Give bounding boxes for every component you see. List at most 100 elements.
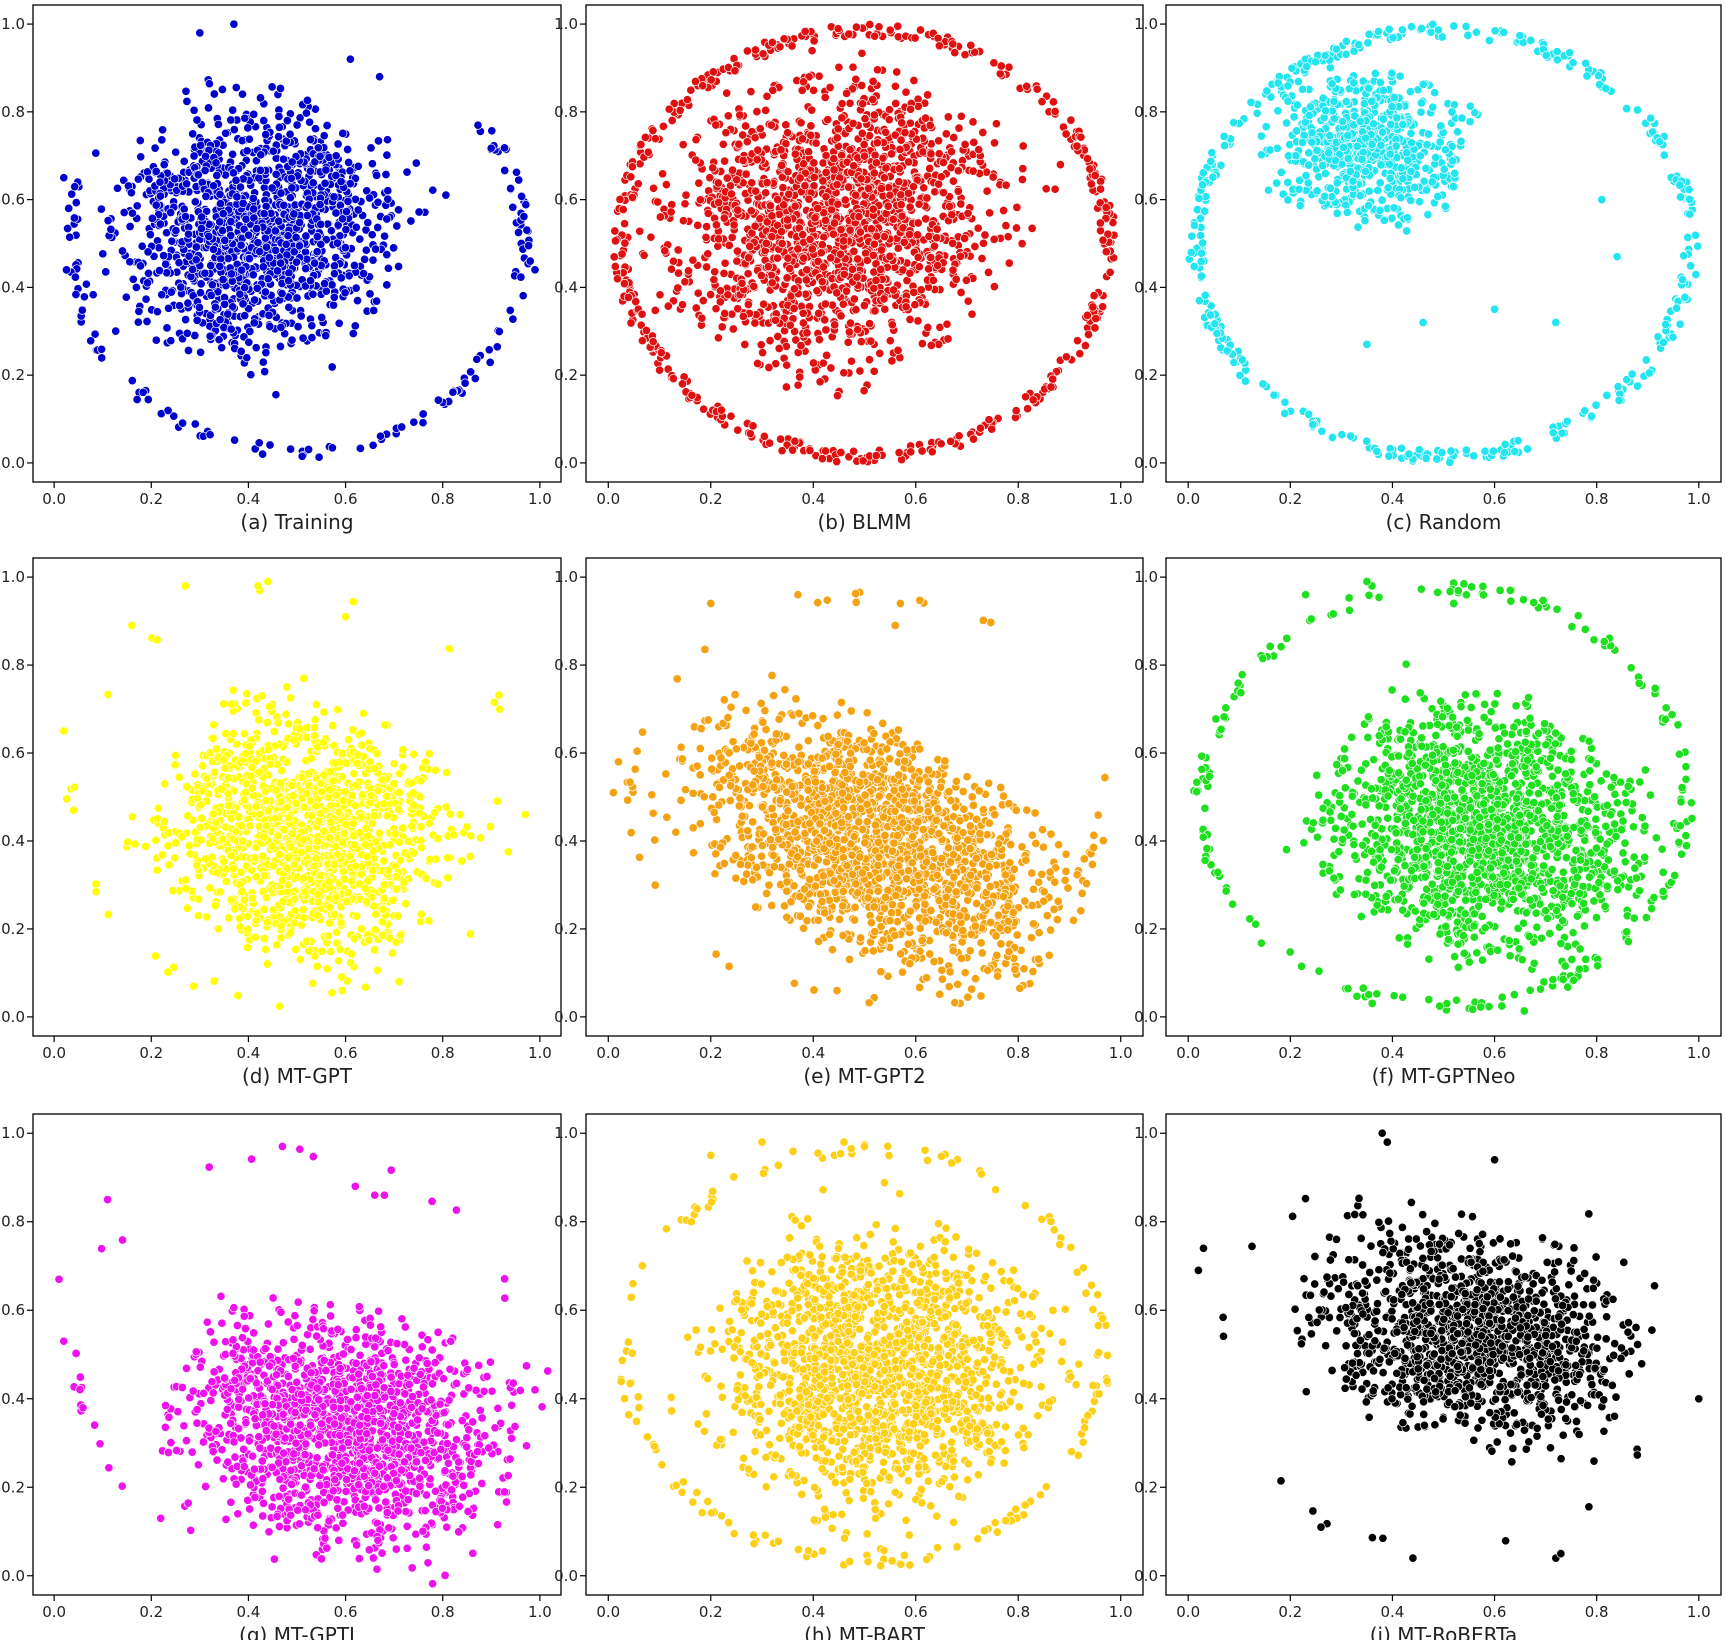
data-point <box>1388 33 1398 43</box>
data-point <box>1510 446 1520 457</box>
data-point <box>869 110 879 120</box>
data-point <box>872 231 882 241</box>
data-point <box>154 266 165 276</box>
data-point <box>176 282 186 292</box>
data-point <box>235 289 245 299</box>
data-point <box>341 225 351 235</box>
data-point <box>232 192 242 202</box>
data-point <box>778 183 788 193</box>
data-point <box>1335 149 1345 159</box>
data-point <box>849 446 859 456</box>
data-point <box>1367 139 1377 150</box>
data-point <box>740 339 750 350</box>
data-point <box>402 167 412 177</box>
data-point <box>845 318 856 328</box>
data-point <box>814 308 824 318</box>
data-point <box>809 172 819 182</box>
data-point <box>833 124 843 134</box>
data-point <box>1565 48 1575 58</box>
data-point <box>1189 261 1199 272</box>
data-point <box>61 265 72 275</box>
data-point <box>1452 127 1463 137</box>
data-point <box>609 252 619 262</box>
data-point <box>1424 129 1434 139</box>
data-point <box>1397 25 1407 35</box>
data-point <box>896 190 906 200</box>
data-point <box>125 257 135 267</box>
data-point <box>896 135 906 145</box>
data-point <box>1376 160 1386 170</box>
data-point <box>876 183 886 194</box>
data-point <box>646 232 656 242</box>
data-point <box>762 91 772 101</box>
data-point <box>1198 180 1208 190</box>
data-point <box>117 246 128 256</box>
data-point <box>683 266 694 276</box>
data-point <box>1372 446 1382 456</box>
data-point <box>226 115 236 125</box>
data-point <box>900 128 910 138</box>
data-point <box>86 336 96 346</box>
data-point <box>1219 131 1229 141</box>
data-point <box>1198 238 1208 248</box>
data-point <box>485 357 495 367</box>
data-point <box>267 82 277 92</box>
data-point <box>361 245 371 255</box>
data-point <box>612 274 623 284</box>
data-point <box>466 367 476 377</box>
data-point <box>1480 446 1490 456</box>
data-point <box>229 125 239 135</box>
data-point <box>626 172 636 182</box>
data-point <box>302 210 312 221</box>
data-point <box>820 215 831 225</box>
scatter-panel: 0.0 0.2 0.4 0.6 0.8 1.00.00.20.40.60.81.0(c) … <box>1134 4 1722 534</box>
data-point <box>228 168 239 178</box>
data-point <box>128 274 138 284</box>
data-point <box>244 337 254 347</box>
data-point <box>1367 96 1377 106</box>
data-point <box>1343 130 1353 141</box>
data-point <box>838 299 848 309</box>
data-point <box>237 265 247 275</box>
data-point <box>193 170 203 180</box>
data-point <box>259 116 269 126</box>
data-point <box>213 119 223 129</box>
data-point <box>97 344 107 354</box>
data-point <box>164 860 174 870</box>
data-point <box>744 253 754 263</box>
data-point <box>989 138 1000 148</box>
data-point <box>697 313 707 323</box>
data-point <box>303 200 313 210</box>
data-point <box>766 120 776 130</box>
data-point <box>519 212 529 222</box>
data-point <box>1046 382 1056 392</box>
data-point <box>350 321 360 331</box>
data-point <box>344 157 354 168</box>
data-point <box>141 294 151 304</box>
data-point <box>996 61 1006 71</box>
data-point <box>776 227 787 237</box>
data-point <box>829 218 840 228</box>
data-point <box>879 173 889 183</box>
data-point <box>142 278 153 288</box>
data-point <box>1273 78 1283 88</box>
data-point <box>508 202 518 212</box>
data-point <box>157 290 167 300</box>
data-point <box>741 121 751 131</box>
data-point <box>698 296 708 306</box>
data-point <box>1194 296 1205 306</box>
data-point <box>1622 104 1632 114</box>
data-point <box>1003 232 1013 242</box>
data-point <box>373 136 384 146</box>
data-point <box>349 260 360 271</box>
data-point <box>1551 317 1561 328</box>
data-point <box>845 145 855 155</box>
data-point <box>1282 118 1292 128</box>
data-point <box>271 245 281 255</box>
data-point <box>879 294 889 304</box>
data-point <box>686 85 696 95</box>
data-point <box>88 290 98 300</box>
data-point <box>1032 84 1042 94</box>
data-point <box>1383 183 1393 193</box>
data-point <box>720 258 730 268</box>
